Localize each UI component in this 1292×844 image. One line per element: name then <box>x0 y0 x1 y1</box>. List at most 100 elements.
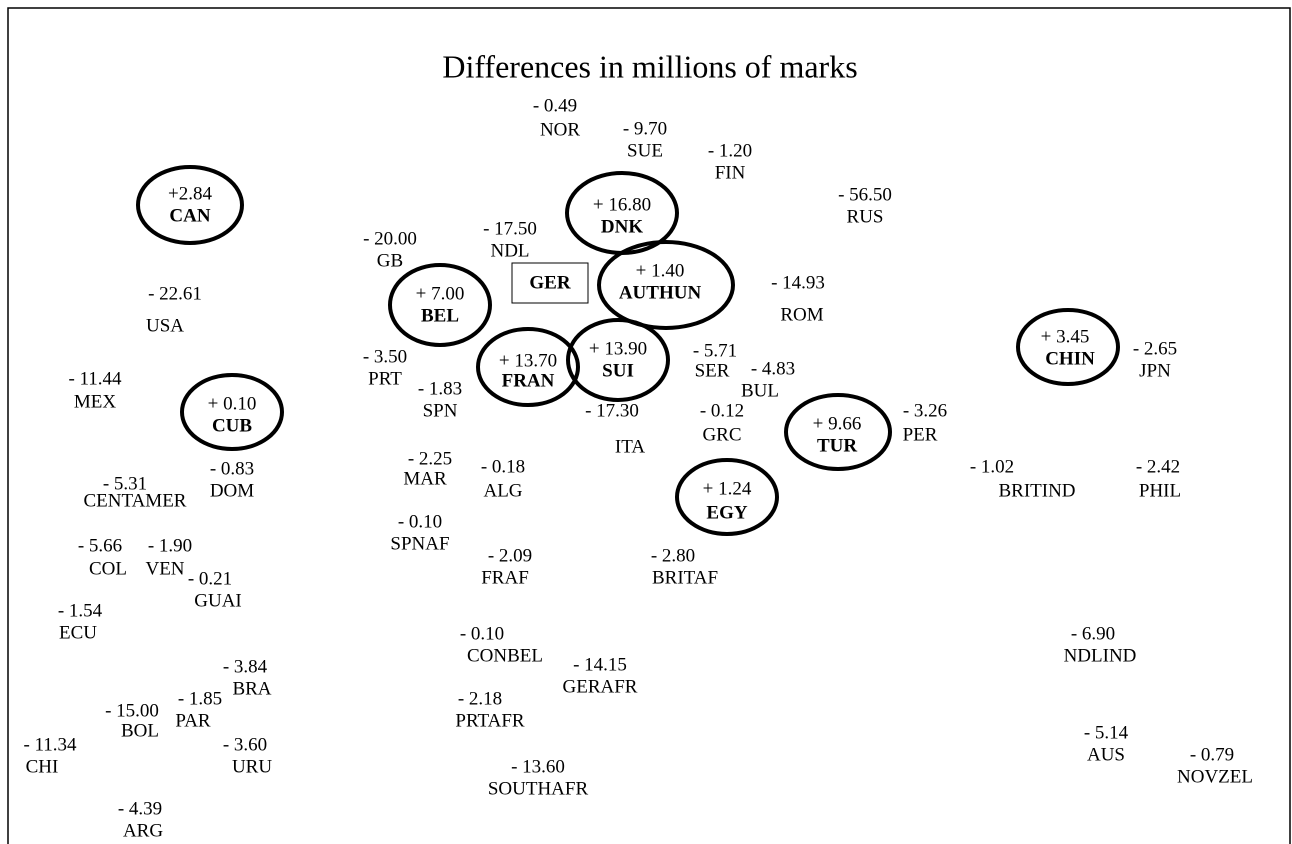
node-value: - 1.85 <box>178 688 222 709</box>
node-value: - 1.02 <box>970 456 1014 477</box>
node-value: - 3.50 <box>363 346 407 367</box>
node-value: - 3.84 <box>223 656 268 677</box>
node-value: - 1.20 <box>708 140 752 161</box>
node-code: GERAFR <box>563 676 638 697</box>
node-value: - 0.83 <box>210 458 254 479</box>
node-code: RUS <box>847 206 884 227</box>
node-code: SUI <box>602 360 634 381</box>
node-value: - 56.50 <box>838 184 892 205</box>
node-value: - 15.00 <box>105 700 159 721</box>
node-code: COL <box>89 558 127 579</box>
node-value: - 1.54 <box>58 600 103 621</box>
node-code: ALG <box>483 480 522 501</box>
node-value: + 1.24 <box>703 478 752 499</box>
node-code: EGY <box>706 502 747 523</box>
node-value: - 17.50 <box>483 218 537 239</box>
node-code: CHI <box>26 756 59 777</box>
node-code: VEN <box>145 558 184 579</box>
node-code: URU <box>232 756 272 777</box>
node-code: DNK <box>601 216 643 237</box>
node-code: GRC <box>702 424 741 445</box>
node-code: ARG <box>123 820 163 841</box>
node-value: - 0.21 <box>188 568 232 589</box>
node-code: CENTAMER <box>84 490 187 511</box>
node-value: + 3.45 <box>1041 326 1090 347</box>
node-value: - 11.44 <box>68 368 122 389</box>
node-value: - 2.42 <box>1136 456 1180 477</box>
node-value: + 0.10 <box>208 393 257 414</box>
node-code: TUR <box>817 435 857 456</box>
node-code: BRITIND <box>998 480 1075 501</box>
node-code: SPNAF <box>390 533 449 554</box>
node-code: SUE <box>627 140 663 161</box>
node-code: PRTAFR <box>455 710 524 731</box>
node-value: - 1.90 <box>148 535 192 556</box>
node-code: AUS <box>1087 744 1125 765</box>
node-value: + 9.66 <box>813 413 862 434</box>
node-value: - 2.09 <box>488 545 532 566</box>
node-value: - 4.83 <box>751 358 795 379</box>
node-code: CUB <box>212 415 252 436</box>
node-value: + 13.90 <box>589 338 647 359</box>
node-value: - 2.65 <box>1133 338 1177 359</box>
highlight-circle <box>566 318 670 402</box>
node-value: - 2.18 <box>458 688 502 709</box>
node-value: - 5.66 <box>78 535 122 556</box>
node-code: JPN <box>1139 360 1171 381</box>
highlight-circle <box>597 240 735 330</box>
node-code: MAR <box>403 468 447 489</box>
node-code: SER <box>695 360 730 381</box>
node-value: - 22.61 <box>148 283 202 304</box>
node-code: AUTHUN <box>619 282 702 303</box>
node-value: - 0.49 <box>533 95 577 116</box>
node-code: PAR <box>175 710 211 731</box>
node-code: ROM <box>780 304 823 325</box>
node-value: - 3.26 <box>903 400 947 421</box>
highlight-box <box>511 262 589 304</box>
node-value: - 17.30 <box>585 400 639 421</box>
node-code: BRITAF <box>652 567 718 588</box>
node-value: - 5.14 <box>1084 722 1129 743</box>
node-value: + 1.40 <box>636 260 685 281</box>
highlight-circle <box>784 393 892 471</box>
node-value: - 11.34 <box>23 734 77 755</box>
node-value: - 6.90 <box>1071 623 1115 644</box>
node-code: NOR <box>540 119 580 140</box>
node-code: ECU <box>59 622 97 643</box>
node-code: NOVZEL <box>1177 766 1253 787</box>
node-value: - 9.70 <box>623 118 667 139</box>
node-code: BOL <box>121 720 159 741</box>
node-value: - 0.12 <box>700 400 744 421</box>
node-code: CONBEL <box>467 645 543 666</box>
node-code: PHIL <box>1139 480 1181 501</box>
node-value: - 3.60 <box>223 734 267 755</box>
node-value: - 2.25 <box>408 448 452 469</box>
node-code: PER <box>903 424 938 445</box>
node-code: PRT <box>368 368 402 389</box>
node-code: CHIN <box>1045 348 1095 369</box>
node-code: FRAF <box>481 567 529 588</box>
node-code: CAN <box>169 205 210 226</box>
node-code: MEX <box>74 391 117 412</box>
highlight-circle <box>675 458 779 536</box>
node-value: - 0.10 <box>460 623 504 644</box>
title: Differences in millions of marks <box>442 48 857 84</box>
frame <box>7 7 1291 844</box>
node-code: BRA <box>232 678 271 699</box>
highlight-circle <box>180 373 284 451</box>
node-code: GER <box>529 272 570 293</box>
node-code: NDL <box>490 240 529 261</box>
node-value: - 0.79 <box>1190 744 1234 765</box>
node-code: USA <box>146 315 184 336</box>
node-value: - 4.39 <box>118 798 162 819</box>
node-code: FIN <box>715 162 746 183</box>
highlight-circle <box>388 263 492 347</box>
node-code: GB <box>377 250 403 271</box>
node-code: NDLIND <box>1064 645 1137 666</box>
node-value: + 13.70 <box>499 350 557 371</box>
highlight-circle <box>476 327 580 407</box>
node-code: SOUTHAFR <box>488 778 589 799</box>
node-value: - 20.00 <box>363 228 417 249</box>
node-value: - 13.60 <box>511 756 565 777</box>
